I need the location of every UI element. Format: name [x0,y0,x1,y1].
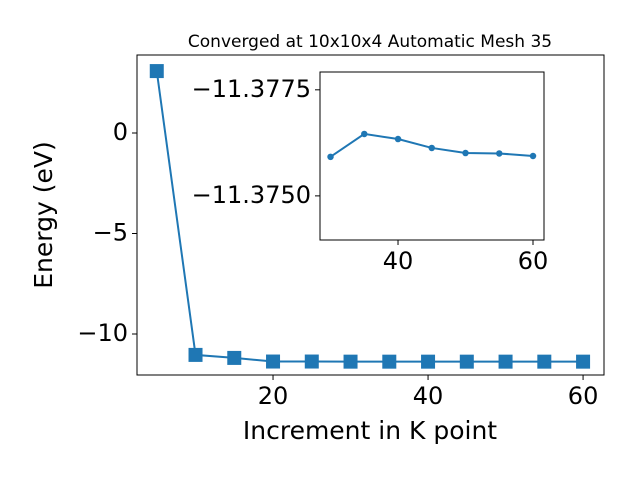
marker [496,150,503,157]
marker [529,152,537,160]
marker [304,354,319,369]
marker [462,149,469,157]
marker [421,354,436,369]
marker [428,144,436,152]
marker [343,354,358,369]
marker [459,354,474,369]
y-axis-label: Energy (eV) [29,141,58,288]
marker [266,354,281,369]
marker [227,350,242,365]
marker [188,347,203,362]
y-tick-label: 0 [113,118,128,146]
y-tick-label: −11.3775 [192,75,311,103]
marker [327,153,334,161]
y-tick-label: −11.3750 [192,181,311,209]
marker [576,354,591,369]
plot-area [319,71,545,241]
x-tick-label: 40 [413,382,444,410]
x-tick-label: 60 [518,247,549,275]
marker [149,64,164,79]
y-tick-label: −5 [93,218,128,246]
x-axis-label: Increment in K point [243,416,497,445]
marker [382,354,397,369]
x-tick-label: 20 [258,382,289,410]
marker [394,135,402,143]
y-tick-label: −10 [77,319,128,347]
chart-title: Converged at 10x10x4 Automatic Mesh 35 [188,32,552,52]
marker [537,354,552,369]
marker [361,130,368,138]
x-tick-label: 40 [383,247,414,275]
x-tick-label: 60 [568,382,599,410]
marker [498,354,513,369]
